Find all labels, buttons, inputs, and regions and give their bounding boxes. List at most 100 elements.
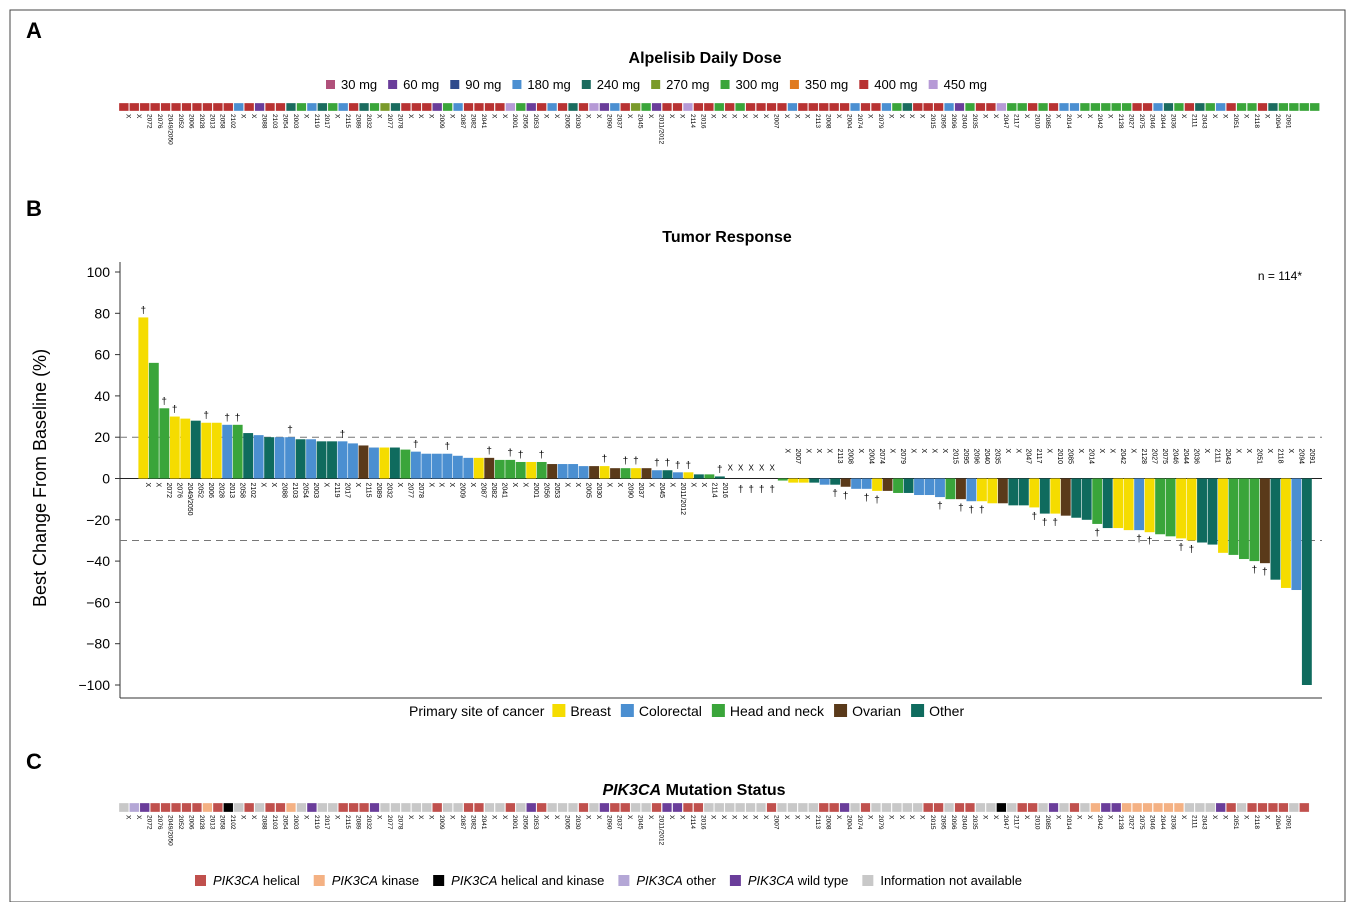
dose-cell [860,102,871,112]
mutation-cell [202,802,213,813]
bar-id-label: 2089 [375,483,382,499]
mutation-legend-swatch [862,875,874,886]
strip-id-label: 2096 [950,114,957,129]
dose-cell [787,102,798,112]
mutation-cell [400,802,411,813]
bar [893,478,903,493]
bar [180,418,191,479]
bar [589,466,600,479]
dose-id-labels: X X 2072 2076 2049/2050 2052 2006 2028 2013 2058 2… [125,114,1292,145]
dose-cell [380,102,390,112]
bar-id-label: X [920,449,927,454]
strip-id-label: X [250,815,257,820]
strip-id-label: 2094 [1274,114,1281,129]
dose-cell [327,102,338,112]
strip-id-label: X [783,114,790,119]
bar [1291,478,1302,591]
bar-id-label: 2017 [343,483,350,499]
bar-id-label: X [1004,449,1011,454]
bar [1134,478,1145,531]
strip-id-label: X [908,815,915,820]
mutation-cell [233,802,244,813]
dose-cell [1309,102,1320,112]
mutation-cell [776,802,787,813]
strip-id-label: 2089 [355,815,362,830]
strip-id-label: 2114 [689,815,696,829]
dagger-mark: † [738,485,744,496]
bar-id-label: X [805,449,812,454]
strip-id-label: 2053 [532,815,539,830]
dose-cell [776,102,787,112]
mutation-cell [191,802,202,813]
bar [945,478,956,500]
strip-id-label: 2095 [940,114,947,129]
mutation-cell [745,802,756,813]
y-tick-label: 60 [94,347,110,363]
bar-id-label: 2014 [1088,449,1095,465]
mutation-cell [1100,802,1111,813]
bar [882,478,893,491]
mutation-cell [766,802,777,813]
strip-id-label: 2091 [1284,815,1291,830]
dose-cell [912,102,923,112]
panel-label-c: C [26,749,42,774]
bar-id-label: 2006 [207,483,214,499]
bar-id-label: 2004 [868,449,875,465]
dagger-mark: † [235,413,241,424]
strip-id-label: X [731,815,738,820]
bar-id-label: X [1203,449,1210,454]
strip-id-label: 2027 [1128,815,1135,830]
bar [610,468,620,479]
y-tick-label: −40 [86,553,110,569]
dagger-mark: † [675,460,681,471]
dose-legend-swatch [326,80,335,89]
bar-id-label: 2032 [385,483,392,499]
dagger-mark: † [1094,528,1100,539]
mutation-cell [1288,802,1299,813]
bar [1301,478,1312,685]
strip-id-label: X [1075,815,1082,820]
mutation-legend: PIK3CA helical PIK3CA kinase PIK3CA helica… [195,873,1022,888]
strip-id-label: 2085 [1044,114,1051,129]
bar-id-label: X [448,483,455,488]
strip-id-label: X [240,815,247,820]
dose-cell [411,102,422,112]
strip-id-label: X [866,114,873,119]
mutation-cell [735,802,746,813]
mutation-legend-label: PIK3CA wild type [748,873,848,888]
mutation-cell [171,802,182,813]
strip-id-label: X [804,114,811,119]
bar-id-label: X [605,483,612,488]
bar-id-label: X [909,449,916,454]
strip-id-label: 2006 [187,114,194,129]
dose-legend-label: 60 mg [403,77,439,92]
bar-id-label: 2102 [249,483,256,499]
strip-id-label: 2032 [365,114,372,129]
bar-id-label: 2007 [794,449,801,465]
bar-id-label: X [427,483,434,488]
dose-cell [1090,102,1101,112]
bar [1144,478,1155,533]
bar [526,461,537,479]
y-tick-label: 40 [94,388,110,404]
dose-cell [1079,102,1090,112]
strip-id-label: X [302,114,309,119]
strip-id-label: X [501,114,508,119]
dose-cell [1257,102,1268,112]
dose-cell [275,102,286,112]
dose-cell [620,102,631,112]
strip-id-label: X [553,815,560,820]
mutation-cell [870,802,881,813]
strip-id-label: 2088 [261,114,268,129]
bar-id-label: 2041 [501,483,508,499]
dose-cell [797,102,808,112]
strip-id-label: 2056 [522,114,529,129]
strip-id-label: 2027 [1128,114,1135,129]
dose-legend-swatch [720,80,730,89]
strip-id-label: 2077 [386,114,393,129]
bar-id-label: 2078 [417,483,424,499]
strip-id-label: X [1107,114,1114,119]
bar-id-label: 2075 [1161,449,1168,465]
bar-id-label: X [647,483,654,488]
panel-label-b: B [26,196,42,221]
